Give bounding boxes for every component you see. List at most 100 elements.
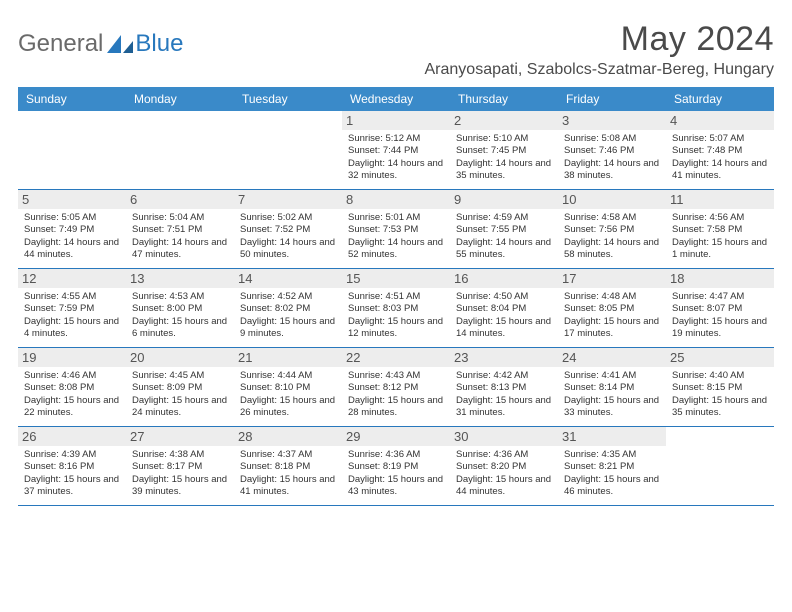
day-number: 12 [18,269,126,288]
day-info: Sunrise: 5:04 AMSunset: 7:51 PMDaylight:… [132,212,228,261]
day-number: 25 [666,348,774,367]
day-number: 3 [558,111,666,130]
day-info: Sunrise: 4:36 AMSunset: 8:19 PMDaylight:… [348,449,444,498]
day-info: Sunrise: 4:35 AMSunset: 8:21 PMDaylight:… [564,449,660,498]
day-number: 31 [558,427,666,446]
day-info: Sunrise: 4:59 AMSunset: 7:55 PMDaylight:… [456,212,552,261]
day-number: 5 [18,190,126,209]
week-row: 26 Sunrise: 4:39 AMSunset: 8:16 PMDayligh… [18,427,774,506]
day-info: Sunrise: 5:12 AMSunset: 7:44 PMDaylight:… [348,133,444,182]
day-cell: 30 Sunrise: 4:36 AMSunset: 8:20 PMDayligh… [450,427,558,505]
day-cell [234,111,342,189]
day-cell: 2Sunrise: 5:10 AMSunset: 7:45 PMDaylight… [450,111,558,189]
day-cell: 23 Sunrise: 4:42 AMSunset: 8:13 PMDayligh… [450,348,558,426]
day-number: 30 [450,427,558,446]
day-number: 21 [234,348,342,367]
day-cell: 11 Sunrise: 4:56 AMSunset: 7:58 PMDayligh… [666,190,774,268]
day-cell: 13Sunrise: 4:53 AMSunset: 8:00 PMDayligh… [126,269,234,347]
month-title: May 2024 [425,20,775,59]
day-cell [666,427,774,505]
day-number: 17 [558,269,666,288]
calendar: SundayMondayTuesdayWednesdayThursdayFrid… [18,87,774,506]
day-info: Sunrise: 4:55 AMSunset: 7:59 PMDaylight:… [24,291,120,340]
day-number: 20 [126,348,234,367]
day-info: Sunrise: 4:36 AMSunset: 8:20 PMDaylight:… [456,449,552,498]
day-cell: 19 Sunrise: 4:46 AMSunset: 8:08 PMDayligh… [18,348,126,426]
day-cell: 7Sunrise: 5:02 AMSunset: 7:52 PMDaylight… [234,190,342,268]
day-info: Sunrise: 4:40 AMSunset: 8:15 PMDaylight:… [672,370,768,419]
day-cell [126,111,234,189]
day-cell: 26 Sunrise: 4:39 AMSunset: 8:16 PMDayligh… [18,427,126,505]
day-info: Sunrise: 5:01 AMSunset: 7:53 PMDaylight:… [348,212,444,261]
day-cell: 9 Sunrise: 4:59 AMSunset: 7:55 PMDaylight… [450,190,558,268]
day-cell: 24 Sunrise: 4:41 AMSunset: 8:14 PMDayligh… [558,348,666,426]
week-row: 19 Sunrise: 4:46 AMSunset: 8:08 PMDayligh… [18,348,774,427]
day-info: Sunrise: 4:42 AMSunset: 8:13 PMDaylight:… [456,370,552,419]
day-info: Sunrise: 5:10 AMSunset: 7:45 PMDaylight:… [456,133,552,182]
logo: General Blue [18,30,183,58]
logo-sail-icon [107,35,133,53]
day-info: Sunrise: 4:58 AMSunset: 7:56 PMDaylight:… [564,212,660,261]
day-info: Sunrise: 4:46 AMSunset: 8:08 PMDaylight:… [24,370,120,419]
week-row: 1 Sunrise: 5:12 AMSunset: 7:44 PMDaylight… [18,111,774,190]
logo-text-general: General [18,30,103,58]
day-number: 9 [450,190,558,209]
day-cell: 18 Sunrise: 4:47 AMSunset: 8:07 PMDayligh… [666,269,774,347]
week-row: 12 Sunrise: 4:55 AMSunset: 7:59 PMDayligh… [18,269,774,348]
logo-text-blue: Blue [135,30,183,58]
day-cell: 20 Sunrise: 4:45 AMSunset: 8:09 PMDayligh… [126,348,234,426]
day-cell: 1 Sunrise: 5:12 AMSunset: 7:44 PMDaylight… [342,111,450,189]
day-number: 1 [342,111,450,130]
day-info: Sunrise: 4:38 AMSunset: 8:17 PMDaylight:… [132,449,228,498]
title-block: May 2024 Aranyosapati, Szabolcs-Szatmar-… [425,20,775,79]
weekday-thursday: Thursday [450,87,558,111]
day-info: Sunrise: 5:07 AMSunset: 7:48 PMDaylight:… [672,133,768,182]
day-number: 11 [666,190,774,209]
weekday-friday: Friday [558,87,666,111]
day-number: 13 [126,269,234,288]
day-cell: 6 Sunrise: 5:04 AMSunset: 7:51 PMDaylight… [126,190,234,268]
weekday-header-row: SundayMondayTuesdayWednesdayThursdayFrid… [18,87,774,111]
day-number: 23 [450,348,558,367]
weekday-sunday: Sunday [18,87,126,111]
day-number: 4 [666,111,774,130]
day-info: Sunrise: 4:50 AMSunset: 8:04 PMDaylight:… [456,291,552,340]
day-cell: 14Sunrise: 4:52 AMSunset: 8:02 PMDayligh… [234,269,342,347]
day-number: 7 [234,190,342,209]
day-number: 18 [666,269,774,288]
day-number: 6 [126,190,234,209]
day-cell [18,111,126,189]
weekday-tuesday: Tuesday [234,87,342,111]
day-info: Sunrise: 4:39 AMSunset: 8:16 PMDaylight:… [24,449,120,498]
day-info: Sunrise: 4:56 AMSunset: 7:58 PMDaylight:… [672,212,768,261]
day-info: Sunrise: 4:48 AMSunset: 8:05 PMDaylight:… [564,291,660,340]
day-number: 10 [558,190,666,209]
day-cell: 12 Sunrise: 4:55 AMSunset: 7:59 PMDayligh… [18,269,126,347]
day-cell: 16 Sunrise: 4:50 AMSunset: 8:04 PMDayligh… [450,269,558,347]
day-number: 28 [234,427,342,446]
day-cell: 27Sunrise: 4:38 AMSunset: 8:17 PMDayligh… [126,427,234,505]
header: General Blue May 2024 Aranyosapati, Szab… [18,20,774,79]
day-info: Sunrise: 4:41 AMSunset: 8:14 PMDaylight:… [564,370,660,419]
day-number: 19 [18,348,126,367]
day-number: 24 [558,348,666,367]
day-number: 16 [450,269,558,288]
day-cell: 15Sunrise: 4:51 AMSunset: 8:03 PMDayligh… [342,269,450,347]
day-info: Sunrise: 4:51 AMSunset: 8:03 PMDaylight:… [348,291,444,340]
day-cell: 3Sunrise: 5:08 AMSunset: 7:46 PMDaylight… [558,111,666,189]
day-number: 26 [18,427,126,446]
day-cell: 28 Sunrise: 4:37 AMSunset: 8:18 PMDayligh… [234,427,342,505]
day-cell: 21 Sunrise: 4:44 AMSunset: 8:10 PMDayligh… [234,348,342,426]
week-row: 5Sunrise: 5:05 AMSunset: 7:49 PMDaylight… [18,190,774,269]
day-cell: 17 Sunrise: 4:48 AMSunset: 8:05 PMDayligh… [558,269,666,347]
day-number: 29 [342,427,450,446]
day-info: Sunrise: 4:44 AMSunset: 8:10 PMDaylight:… [240,370,336,419]
day-info: Sunrise: 4:45 AMSunset: 8:09 PMDaylight:… [132,370,228,419]
day-info: Sunrise: 4:37 AMSunset: 8:18 PMDaylight:… [240,449,336,498]
day-cell: 8Sunrise: 5:01 AMSunset: 7:53 PMDaylight… [342,190,450,268]
day-cell: 25 Sunrise: 4:40 AMSunset: 8:15 PMDayligh… [666,348,774,426]
day-cell: 22Sunrise: 4:43 AMSunset: 8:12 PMDayligh… [342,348,450,426]
weeks-container: 1 Sunrise: 5:12 AMSunset: 7:44 PMDaylight… [18,111,774,506]
location: Aranyosapati, Szabolcs-Szatmar-Bereg, Hu… [425,61,775,79]
day-info: Sunrise: 4:47 AMSunset: 8:07 PMDaylight:… [672,291,768,340]
